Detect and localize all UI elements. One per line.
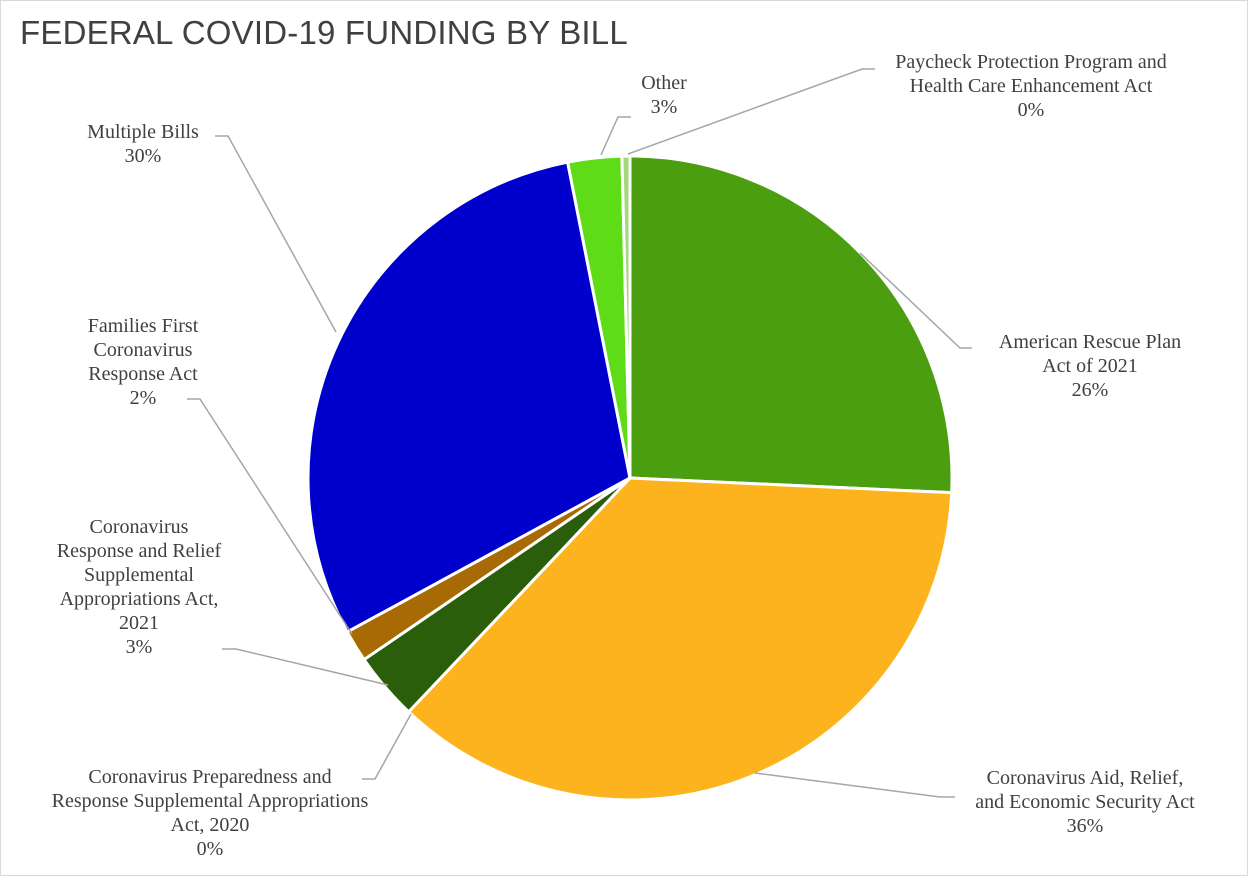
slice-label-line: Response Act	[88, 363, 198, 385]
slice-label-line: Coronavirus	[90, 516, 189, 538]
slice-percent: 3%	[651, 96, 678, 118]
leader-line-coronavirus-preparedness-and-response-supplemental-appropriations-act-2020	[362, 713, 412, 780]
data-label-american-rescue-plan-act-of-2021: American Rescue Plan Act of 2021 26%	[999, 331, 1181, 401]
slice-label-line: Act, 2020	[171, 814, 250, 836]
slice-label-line: Multiple Bills	[87, 121, 199, 143]
slice-label-line: Paycheck Protection Program and	[895, 51, 1167, 73]
data-label-coronavirus-aid-relief-and-economic-security-act: Coronavirus Aid, Relief, and Economic Sec…	[975, 767, 1195, 837]
slice-percent: 3%	[126, 636, 153, 658]
slice-label-line: Families First	[88, 315, 199, 337]
leader-line-coronavirus-response-and-relief-supplemental-appropriations-act-2021	[222, 648, 389, 686]
leader-line-paycheck-protection-program-and-health-care-enhancement-act	[627, 68, 875, 155]
slice-label-line: Coronavirus Aid, Relief,	[987, 767, 1184, 789]
leader-line-other	[600, 116, 631, 156]
data-label-multiple-bills: Multiple Bills 30%	[87, 121, 199, 167]
slice-label-line: American Rescue Plan	[999, 331, 1181, 353]
slice-label-line: Appropriations Act,	[60, 588, 219, 610]
slice-label-line: Response and Relief	[57, 540, 222, 562]
slice-label-line: and Economic Security Act	[975, 791, 1195, 813]
chart-title: FEDERAL COVID-19 FUNDING BY BILL	[20, 14, 628, 51]
leader-line-families-first-coronavirus-response-act	[187, 398, 353, 635]
slice-label-line: Response Supplemental Appropriations	[52, 790, 369, 812]
slice-multiple-bills	[306, 160, 632, 634]
data-label-other: Other 3%	[641, 72, 687, 118]
slice-label-line: Act of 2021	[1042, 355, 1138, 377]
leader-line-coronavirus-aid-relief-and-economic-security-act	[754, 772, 955, 798]
leader-line-american-rescue-plan-act-of-2021	[859, 252, 972, 349]
leader-line-multiple-bills	[215, 135, 337, 333]
slice-label-line: Other	[641, 72, 687, 94]
slice-percent: 2%	[130, 387, 157, 409]
slice-percent: 0%	[1018, 99, 1045, 121]
data-label-coronavirus-response-and-relief-supplemental-appropriations-act-2021: Coronavirus Response and Relief Supplement…	[57, 516, 222, 658]
slice-label-line: 2021	[119, 612, 159, 634]
slice-label-line: Health Care Enhancement Act	[910, 75, 1153, 97]
slice-coronavirus-aid-relief-and-economic-security-act	[407, 476, 954, 802]
slice-paycheck-protection-program-and-health-care-enhancement-act	[620, 154, 632, 480]
data-label-coronavirus-preparedness-and-response-supplemental-appropriations-act-2020: Coronavirus Preparedness and Response Sup…	[52, 766, 369, 860]
slice-label-line: Supplemental	[84, 564, 194, 586]
slice-percent: 30%	[125, 145, 162, 167]
data-label-families-first-coronavirus-response-act: Families First Coronavirus Response Act 2%	[88, 315, 199, 409]
data-label-paycheck-protection-program-and-health-care-enhancement-act: Paycheck Protection Program and Health Ca…	[895, 51, 1167, 121]
slice-american-rescue-plan-act-of-2021	[628, 154, 954, 495]
slice-label-line: Coronavirus Preparedness and	[88, 766, 331, 788]
slice-percent: 0%	[197, 838, 224, 860]
slice-label-line: Coronavirus	[94, 339, 193, 361]
slice-percent: 36%	[1067, 815, 1104, 837]
slice-percent: 26%	[1072, 379, 1109, 401]
